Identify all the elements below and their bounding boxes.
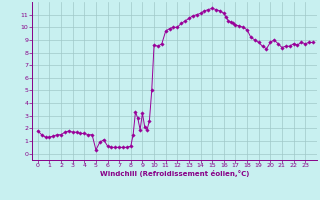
X-axis label: Windchill (Refroidissement éolien,°C): Windchill (Refroidissement éolien,°C) [100,170,249,177]
